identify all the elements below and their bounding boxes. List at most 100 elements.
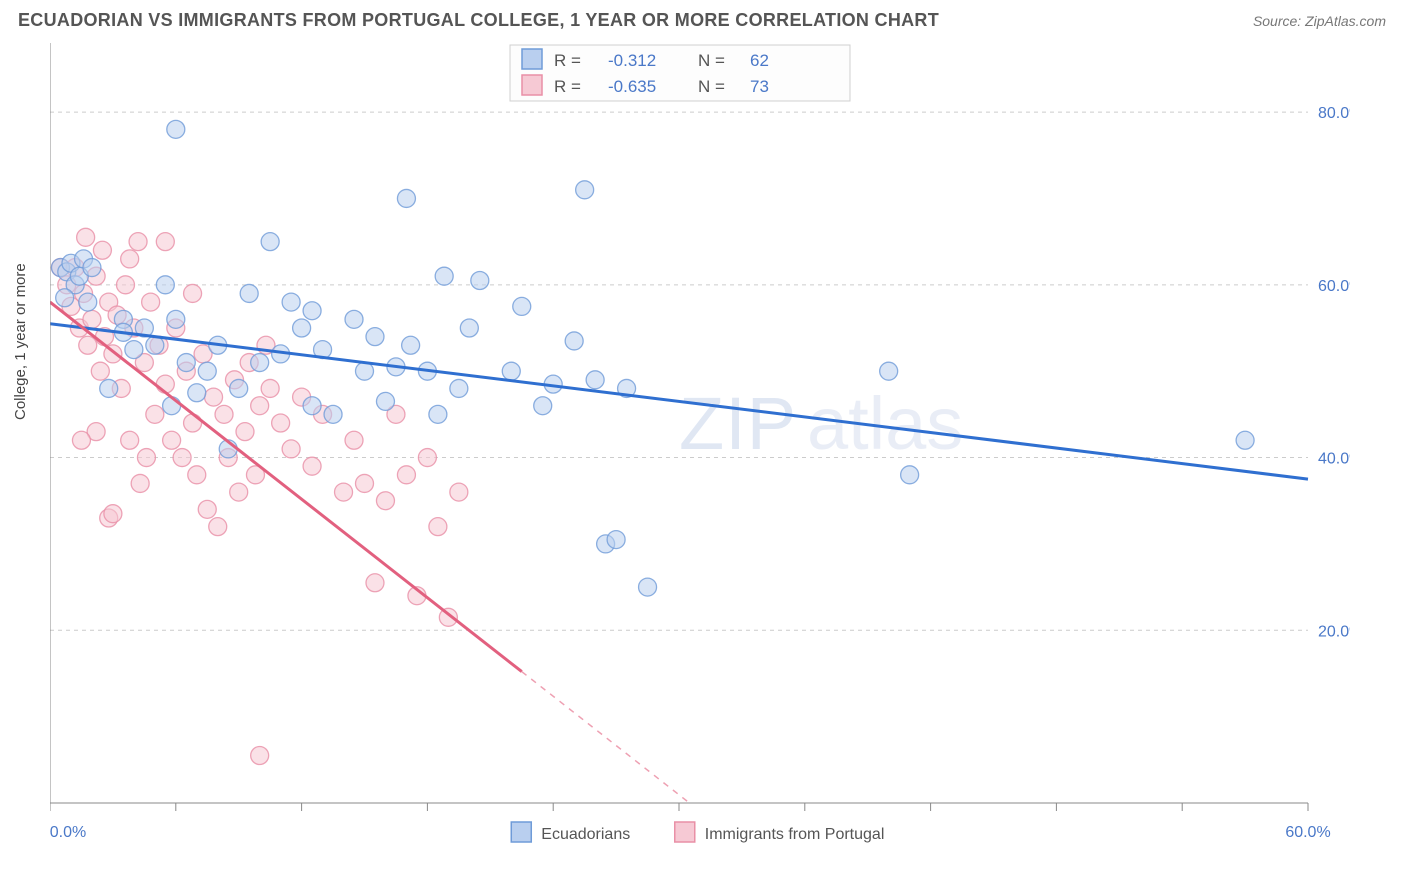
scatter-point — [397, 189, 415, 207]
scatter-point — [639, 578, 657, 596]
scatter-point — [230, 483, 248, 501]
scatter-point — [565, 332, 583, 350]
scatter-point — [303, 457, 321, 475]
scatter-point — [167, 120, 185, 138]
scatter-point — [79, 336, 97, 354]
legend-r-value: -0.635 — [608, 77, 656, 96]
scatter-point — [184, 284, 202, 302]
scatter-point — [460, 319, 478, 337]
scatter-point — [100, 379, 118, 397]
scatter-point — [104, 505, 122, 523]
scatter-point — [121, 250, 139, 268]
legend-series-label: Ecuadorians — [541, 826, 630, 843]
scatter-point — [129, 233, 147, 251]
scatter-point — [209, 518, 227, 536]
scatter-point — [137, 449, 155, 467]
x-tick-label: 60.0% — [1285, 824, 1330, 841]
scatter-point — [356, 474, 374, 492]
scatter-point — [450, 483, 468, 501]
scatter-point — [188, 384, 206, 402]
scatter-point — [83, 259, 101, 277]
scatter-point — [335, 483, 353, 501]
scatter-point — [356, 362, 374, 380]
scatter-point — [880, 362, 898, 380]
scatter-point — [77, 228, 95, 246]
y-axis-label: College, 1 year or more — [12, 263, 29, 420]
scatter-point — [534, 397, 552, 415]
scatter-point — [205, 388, 223, 406]
legend-series-label: Immigrants from Portugal — [705, 826, 885, 843]
legend-swatch — [511, 822, 531, 842]
scatter-point — [116, 276, 134, 294]
legend-n-value: 73 — [750, 77, 769, 96]
trend-line-dashed — [522, 672, 690, 803]
scatter-point — [261, 379, 279, 397]
scatter-point — [184, 414, 202, 432]
scatter-point — [173, 449, 191, 467]
scatter-point — [167, 310, 185, 328]
scatter-point — [450, 379, 468, 397]
scatter-point — [251, 397, 269, 415]
scatter-point — [471, 272, 489, 290]
scatter-point — [188, 466, 206, 484]
x-tick-label: 0.0% — [50, 824, 86, 841]
scatter-point — [56, 289, 74, 307]
legend-n-label: N = — [698, 51, 725, 70]
scatter-point — [163, 397, 181, 415]
scatter-point — [345, 310, 363, 328]
scatter-point — [376, 492, 394, 510]
scatter-point — [324, 405, 342, 423]
legend-swatch — [675, 822, 695, 842]
scatter-point — [177, 354, 195, 372]
y-tick-label: 60.0% — [1318, 278, 1350, 295]
scatter-point — [376, 392, 394, 410]
scatter-point — [198, 500, 216, 518]
scatter-point — [586, 371, 604, 389]
scatter-point — [282, 440, 300, 458]
scatter-point — [146, 405, 164, 423]
scatter-point — [156, 233, 174, 251]
scatter-point — [240, 284, 258, 302]
correlation-chart: ZIPatlas20.0%40.0%60.0%80.0%0.0%60.0%R =… — [50, 43, 1350, 823]
scatter-point — [93, 241, 111, 259]
scatter-point — [83, 310, 101, 328]
legend-r-label: R = — [554, 51, 581, 70]
legend-r-label: R = — [554, 77, 581, 96]
scatter-point — [251, 747, 269, 765]
scatter-point — [156, 375, 174, 393]
scatter-point — [198, 362, 216, 380]
y-tick-label: 20.0% — [1318, 623, 1350, 640]
scatter-point — [418, 449, 436, 467]
scatter-point — [303, 302, 321, 320]
scatter-point — [125, 341, 143, 359]
scatter-point — [366, 328, 384, 346]
scatter-point — [901, 466, 919, 484]
scatter-point — [142, 293, 160, 311]
scatter-point — [303, 397, 321, 415]
scatter-point — [163, 431, 181, 449]
source-attribution: Source: ZipAtlas.com — [1253, 13, 1386, 29]
scatter-point — [435, 267, 453, 285]
scatter-point — [513, 297, 531, 315]
scatter-point — [251, 354, 269, 372]
scatter-point — [1236, 431, 1254, 449]
scatter-point — [293, 319, 311, 337]
scatter-point — [146, 336, 164, 354]
watermark: ZIP — [679, 382, 797, 465]
scatter-point — [345, 431, 363, 449]
scatter-point — [261, 233, 279, 251]
scatter-point — [502, 362, 520, 380]
scatter-point — [121, 431, 139, 449]
scatter-point — [429, 518, 447, 536]
legend-r-value: -0.312 — [608, 51, 656, 70]
scatter-point — [230, 379, 248, 397]
y-tick-label: 80.0% — [1318, 105, 1350, 122]
legend-n-value: 62 — [750, 51, 769, 70]
scatter-point — [366, 574, 384, 592]
scatter-point — [79, 293, 97, 311]
watermark: atlas — [807, 382, 963, 465]
y-tick-label: 40.0% — [1318, 451, 1350, 468]
scatter-point — [72, 431, 90, 449]
scatter-point — [156, 276, 174, 294]
scatter-point — [282, 293, 300, 311]
